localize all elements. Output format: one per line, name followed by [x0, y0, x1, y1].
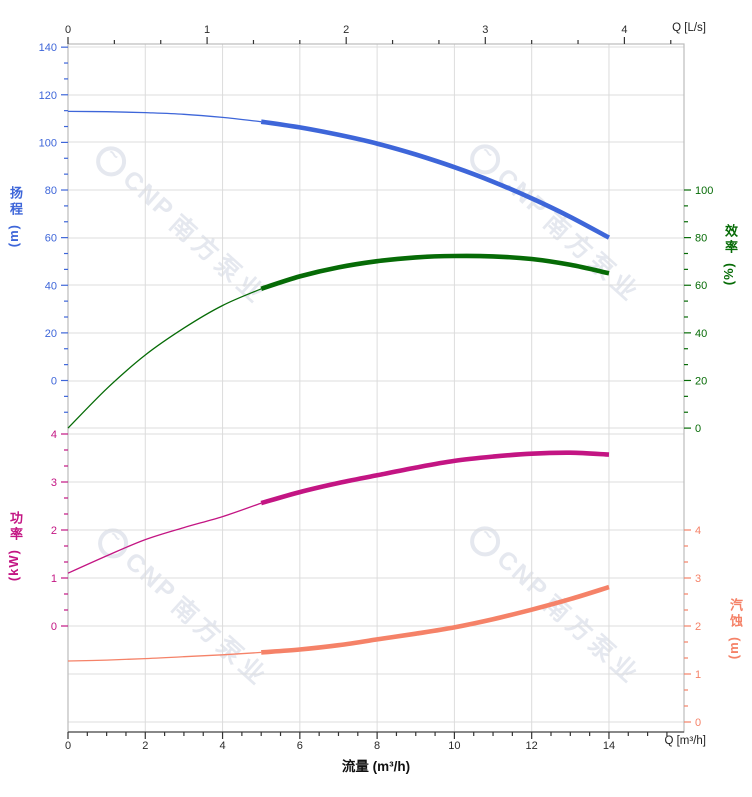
svg-text:2: 2: [142, 740, 148, 752]
svg-text:20: 20: [695, 375, 707, 387]
head-axis-title-text: 扬程: [7, 186, 23, 218]
svg-text:80: 80: [695, 233, 707, 245]
svg-text:4: 4: [219, 740, 225, 752]
power-axis-title-text: 功率: [7, 511, 23, 543]
svg-text:4: 4: [695, 525, 701, 537]
power-axis-title: 功率 (kW): [6, 511, 23, 582]
plot-frame: [67, 43, 685, 733]
svg-text:0: 0: [51, 376, 57, 388]
flow-axis-title: 流量 (m³/h): [341, 759, 411, 774]
svg-text:60: 60: [695, 280, 707, 292]
svg-text:1: 1: [695, 669, 701, 681]
svg-text:12: 12: [526, 740, 538, 752]
svg-text:0: 0: [695, 717, 701, 729]
svg-text:14: 14: [603, 740, 615, 752]
bottom-axis-unit-label: Q [m³/h]: [664, 735, 706, 747]
head-curve: [67, 110, 611, 240]
svg-text:0: 0: [65, 740, 71, 752]
svg-text:80: 80: [45, 185, 57, 197]
svg-text:100: 100: [695, 185, 713, 197]
svg-text:6: 6: [297, 740, 303, 752]
svg-text:20: 20: [45, 328, 57, 340]
svg-text:10: 10: [448, 740, 460, 752]
top-axis-unit-label: Q [L/s]: [672, 22, 706, 34]
curves: [67, 110, 611, 662]
svg-text:0: 0: [51, 621, 57, 633]
svg-text:8: 8: [374, 740, 380, 752]
svg-text:100: 100: [39, 137, 57, 149]
svg-text:40: 40: [45, 280, 57, 292]
svg-text:140: 140: [39, 42, 57, 54]
npsh-curve: [67, 584, 610, 662]
svg-text:60: 60: [45, 233, 57, 245]
efficiency-curve: [67, 253, 610, 429]
svg-text:3: 3: [51, 477, 57, 489]
head-axis-unit: (m): [6, 224, 21, 248]
svg-text:2: 2: [343, 24, 349, 36]
power-curve: [67, 450, 610, 574]
svg-text:2: 2: [51, 525, 57, 537]
svg-text:2: 2: [695, 621, 701, 633]
svg-text:4: 4: [621, 24, 627, 36]
svg-text:0: 0: [695, 423, 701, 435]
svg-text:4: 4: [51, 429, 57, 441]
head-axis-title: 扬程 (m): [6, 186, 23, 248]
efficiency-axis-unit: (%): [721, 262, 736, 286]
svg-text:120: 120: [39, 90, 57, 102]
svg-text:1: 1: [51, 573, 57, 585]
efficiency-axis-title: 效率 (%): [721, 224, 738, 286]
efficiency-axis-title-text: 效率: [722, 224, 738, 256]
svg-text:3: 3: [695, 573, 701, 585]
svg-text:1: 1: [204, 24, 210, 36]
npsh-axis-title: 汽蚀 (m): [726, 598, 743, 660]
npsh-axis-title-text: 汽蚀: [727, 598, 743, 630]
gridlines: [68, 44, 684, 732]
npsh-axis-unit: (m): [726, 636, 741, 660]
svg-text:0: 0: [65, 24, 71, 36]
power-axis-unit: (kW): [6, 549, 21, 582]
svg-text:40: 40: [695, 328, 707, 340]
axis-ticks: [61, 37, 691, 739]
svg-text:3: 3: [482, 24, 488, 36]
